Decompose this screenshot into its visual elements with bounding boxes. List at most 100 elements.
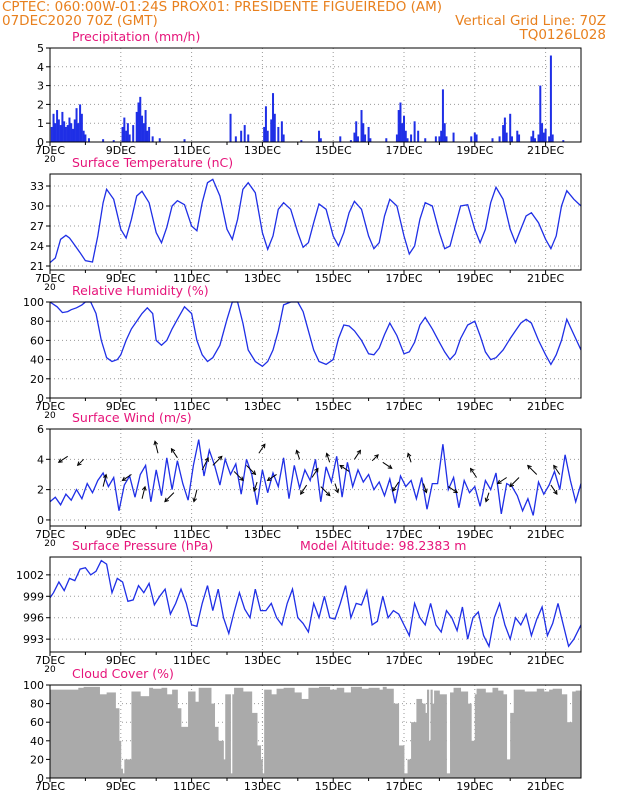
precip-bar — [395, 134, 398, 142]
wind-arrow — [267, 474, 277, 481]
wind-arrow — [553, 465, 561, 475]
wind-arrow — [164, 492, 175, 503]
pres-xtick-label: 17DEC — [385, 654, 422, 667]
wind-arrow — [154, 441, 159, 454]
temp-ytick-label: 21 — [30, 260, 44, 273]
cloud-cover-bar — [485, 692, 493, 778]
rh-ytick-label: 100 — [23, 296, 44, 309]
wind-arrow-head — [76, 461, 82, 467]
precip-bar — [123, 117, 126, 142]
temp-panel: 21 24 27 30 33 7DEC 9DEC 11DEC 13DEC 15DEC 17DEC 19… — [30, 173, 582, 293]
wind-arrow — [470, 468, 477, 478]
pres-ytick-label: 996 — [23, 612, 44, 625]
cloud-cover-bar — [260, 759, 263, 778]
pres-year-label: 20 — [44, 665, 56, 675]
cloud-cover-bar — [552, 688, 562, 778]
cloud-cover-bar — [319, 686, 331, 778]
precip-bar — [59, 125, 62, 142]
precip-bar — [530, 136, 533, 142]
wind-xtick-label: 7DEC — [35, 528, 65, 541]
cloud-cover-bar — [251, 712, 258, 778]
cloud-ytick-label: 80 — [30, 698, 44, 711]
pres-ytick-label: 1002 — [16, 569, 44, 582]
cloud-cover-bar — [271, 694, 277, 778]
precip-bar — [505, 132, 508, 142]
wind-arrow-head — [164, 497, 169, 503]
precip-bar — [121, 126, 124, 142]
wind-arrow-head — [325, 491, 331, 497]
wind-arrow-head — [553, 464, 558, 470]
precip-xtick-label: 21DEC — [527, 144, 564, 157]
wind-arrow — [253, 481, 258, 492]
temp-ytick-label: 33 — [30, 180, 44, 193]
cloud-cover-bar — [283, 687, 295, 778]
temp-xtick-label: 15DEC — [315, 272, 352, 285]
wind-arrow-head — [374, 454, 379, 459]
wind-xtick-label: 11DEC — [173, 528, 210, 541]
cloud-xtick-label: 19DEC — [456, 780, 493, 793]
wind-xtick-label: 17DEC — [385, 528, 422, 541]
cloud-cover-bar — [432, 703, 435, 778]
wind-arrow-head — [325, 452, 330, 458]
precip-xtick-label: 7DEC — [35, 144, 65, 157]
precip-bar — [151, 136, 154, 142]
precip-ytick-label: 1 — [37, 117, 44, 130]
precip-bar — [518, 134, 521, 142]
precip-bar — [410, 134, 413, 142]
cloud-cover-bar — [180, 726, 189, 778]
temp-frame — [49, 173, 582, 271]
wind-arrow-head — [266, 476, 272, 482]
cloud-cover-bar — [536, 688, 545, 778]
precip-bar — [128, 134, 131, 142]
precip-bar — [541, 123, 544, 142]
cloud-cover-bar — [497, 690, 504, 778]
precip-bar — [510, 136, 513, 142]
pres-panel: 993 996 999 1002 7DEC 9DEC 11DEC 13DEC 15DEC 17DE… — [16, 556, 582, 675]
cloud-panel: 0 20 40 60 80 100 7DEC 9DEC 11DEC 13DEC 15DEC 17DEC… — [23, 679, 582, 793]
rh-ytick-label: 60 — [30, 334, 44, 347]
cloud-xtick-label: 15DEC — [315, 780, 352, 793]
precip-bar — [355, 121, 358, 142]
precip-xtick-label: 17DEC — [385, 144, 422, 157]
cloud-cover-bar — [350, 686, 362, 778]
precip-bar — [112, 140, 115, 142]
wind-arrow-head — [527, 464, 532, 470]
cloud-cover-bar — [575, 690, 582, 778]
precip-bar — [70, 123, 73, 142]
wind-arrow — [246, 465, 256, 475]
precip-bar — [498, 136, 501, 142]
wind-arrow-head — [423, 488, 428, 494]
header-model-code: TQ0126L028 — [519, 27, 606, 43]
cloud-cover-bar — [407, 759, 412, 778]
precip-bar — [50, 126, 53, 142]
cloud-xtick-label: 21DEC — [527, 780, 564, 793]
rh-xtick-label: 13DEC — [244, 400, 281, 413]
cloud-cover-bar — [230, 773, 233, 778]
cloud-cover-bar — [276, 688, 285, 778]
rh-xtick-label: 11DEC — [173, 400, 210, 413]
precip-bar — [66, 125, 69, 142]
cloud-cover-bar — [225, 694, 231, 778]
precip-bar — [102, 139, 105, 142]
cloud-cover-bar — [460, 691, 469, 778]
precip-bar — [84, 134, 87, 142]
cloud-xtick-label: 9DEC — [106, 780, 136, 793]
precip-bar — [503, 117, 506, 142]
pres-frame — [49, 556, 582, 653]
precip-title: Precipitation (mm/h) — [72, 29, 201, 44]
precip-bar — [532, 130, 535, 142]
temp-ytick-label: 27 — [30, 220, 44, 233]
cloud-cover-bar — [549, 689, 554, 778]
temp-series-line — [49, 178, 582, 264]
precip-ytick-label: 0 — [37, 136, 44, 149]
cloud-cover-bar — [398, 745, 405, 778]
precip-bar — [183, 139, 186, 142]
wind-arrow — [339, 465, 350, 472]
precip-bar — [77, 123, 80, 142]
wind-arrow — [447, 486, 458, 494]
cloud-cover-bar — [430, 689, 433, 778]
pres-xtick-label: 21DEC — [527, 654, 564, 667]
cloud-cover-bar — [428, 740, 431, 778]
wind-arrow — [296, 450, 301, 460]
precip-bar — [362, 123, 365, 142]
